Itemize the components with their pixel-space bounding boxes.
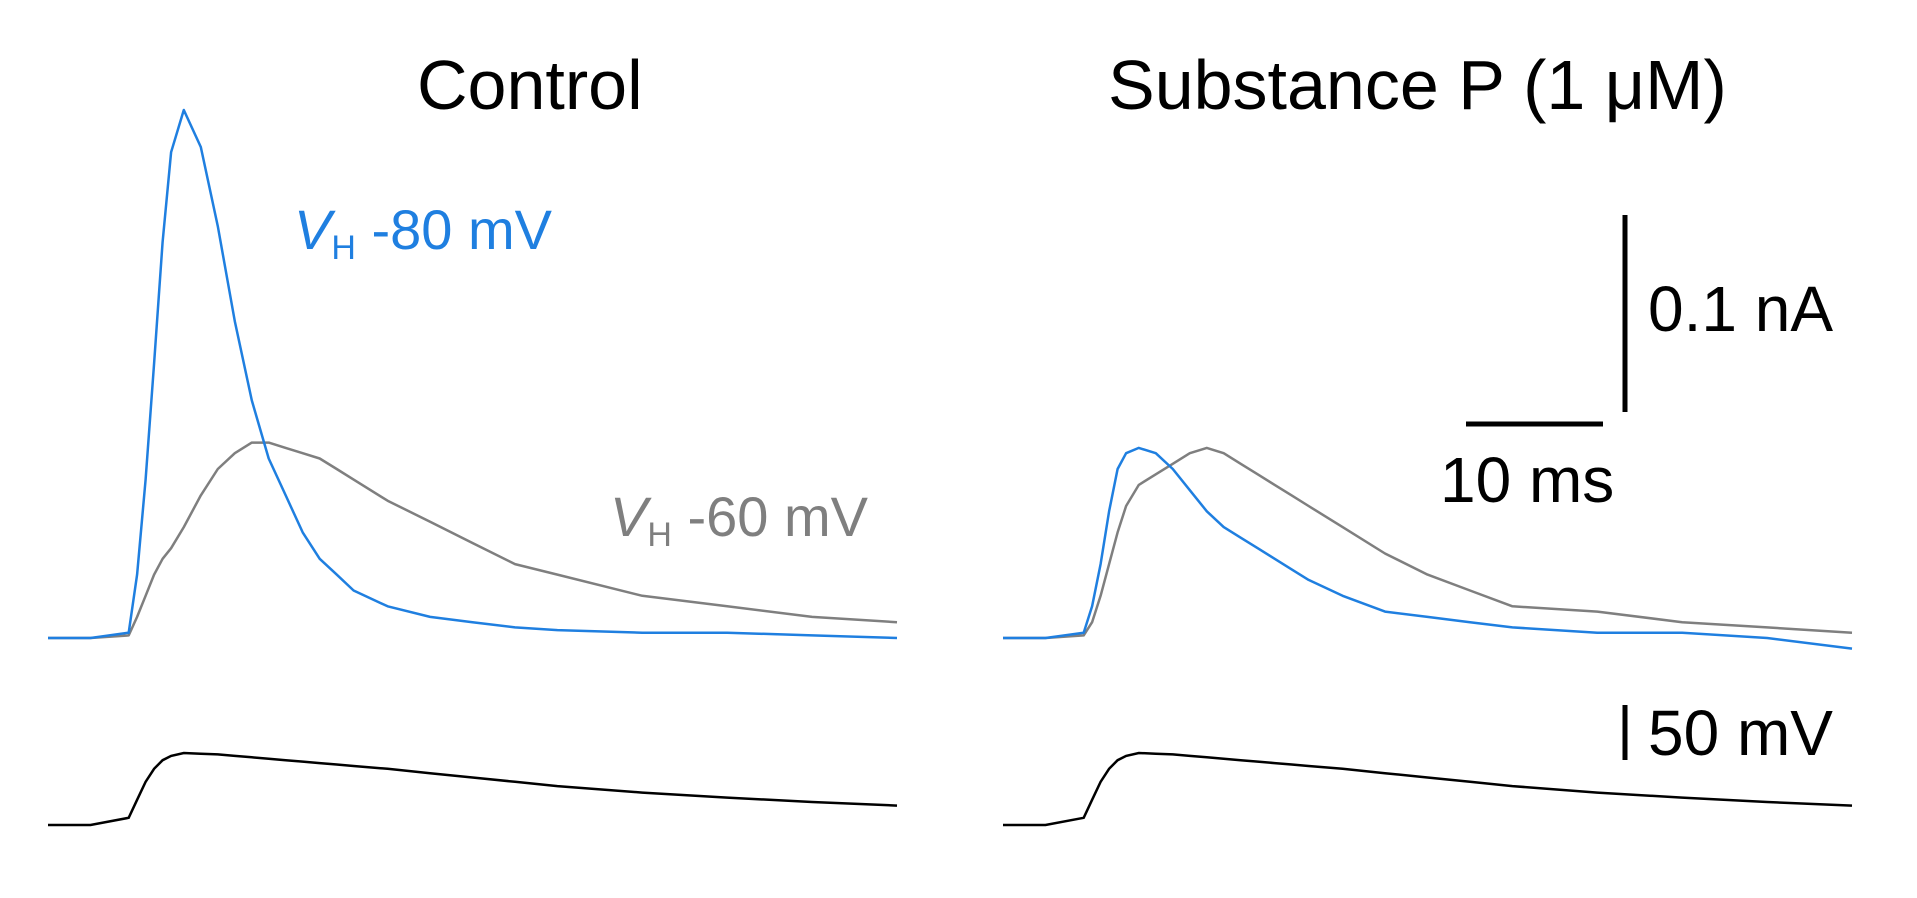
command-waveform-panel-1	[48, 753, 897, 825]
trace-vh-60-panel-1	[48, 443, 897, 638]
trace-vh-80-panel-1	[48, 110, 897, 638]
command-waveform-panel-2	[1003, 753, 1852, 825]
trace-vh-60-panel-2	[1003, 448, 1852, 638]
trace-vh-80-panel-2	[1003, 448, 1852, 649]
